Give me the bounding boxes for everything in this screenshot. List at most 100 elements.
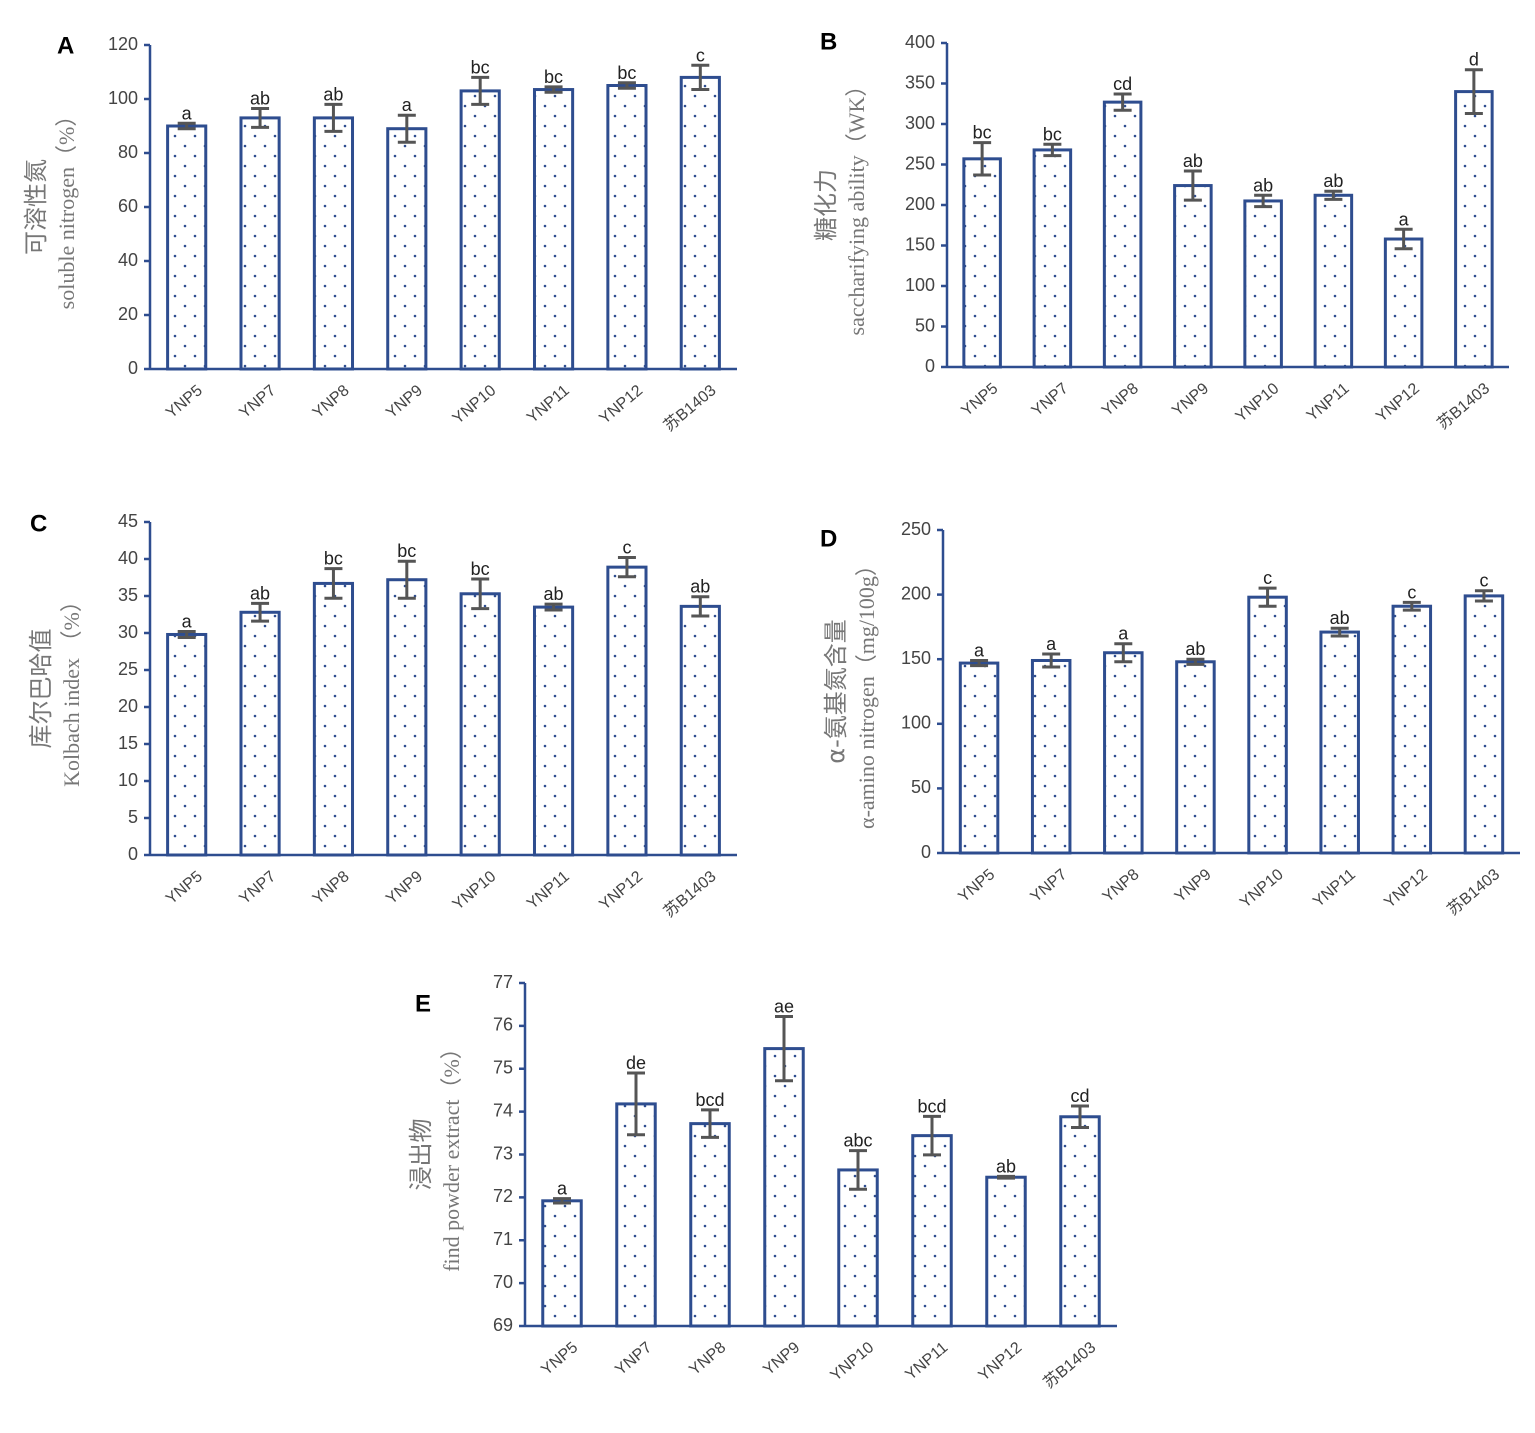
bar-group: cd 苏B1403 (1040, 1086, 1101, 1392)
bar (541, 1199, 583, 1328)
y-tick-label: 0 (921, 842, 931, 862)
panel-a: A 0 20 40 60 80 100 120 a YNP5 ab YNP7 ab YNP8 a YNP9 bc… (22, 32, 737, 435)
bar-group: ab YNP7 (236, 88, 281, 422)
y-tick-label: 40 (118, 548, 138, 568)
bar-group: c YNP12 (1381, 582, 1433, 912)
category-label: YNP12 (596, 868, 646, 914)
category-label: YNP5 (163, 868, 206, 908)
y-axis-title-en: saccharifying ability（WK） (844, 75, 869, 336)
y-axis-title-cn: 库尔巴哈值 (27, 629, 55, 749)
category-label: YNP11 (1304, 380, 1353, 425)
category-label: YNP12 (596, 382, 646, 428)
y-tick-label: 5 (128, 807, 138, 827)
y-tick-label: 0 (128, 358, 138, 378)
y-tick-label: 250 (901, 519, 931, 539)
category-label: YNP8 (310, 382, 353, 422)
y-tick-label: 70 (493, 1272, 513, 1292)
bar-group: ab YNP12 (975, 1156, 1027, 1385)
bar-group: ab YNP11 (1304, 171, 1354, 425)
bar-group: c YNP12 (596, 538, 648, 914)
y-tick-label: 72 (493, 1186, 513, 1206)
y-tick-label: 73 (493, 1143, 513, 1163)
bar-group: c 苏B1403 (1444, 571, 1505, 919)
significance-label: bc (471, 559, 490, 579)
y-tick-label: 45 (118, 511, 138, 531)
bar (1463, 594, 1505, 855)
y-tick-label: 100 (905, 275, 935, 295)
significance-label: ab (323, 84, 343, 104)
y-tick-label: 25 (118, 659, 138, 679)
y-tick-label: 10 (118, 770, 138, 790)
significance-label: ab (996, 1156, 1016, 1176)
category-label: YNP7 (236, 868, 279, 908)
significance-label: ae (774, 996, 794, 1016)
y-axis-title-en: α-amino nitrogen（mg/100g） (854, 554, 879, 829)
bar (459, 592, 501, 857)
significance-label: bc (324, 549, 343, 569)
y-axis-title-en: soluble nitrogen（%） (54, 105, 79, 310)
bar (1175, 660, 1216, 855)
significance-label: a (1118, 624, 1129, 644)
panels-group: A020406080100120aYNP5abYNP7abYNP8aYNP9bc… (22, 28, 1520, 1392)
bar (679, 75, 721, 371)
significance-label: bc (973, 123, 992, 143)
y-axis-title-cn: 浸出物 (407, 1119, 435, 1191)
bar (459, 89, 501, 371)
significance-label: ab (1323, 171, 1343, 191)
y-tick-label: 0 (128, 844, 138, 864)
panel-letter: C (30, 510, 47, 537)
bar-group: ab YNP7 (236, 583, 281, 908)
bar (166, 124, 208, 371)
bar-group: c YNP10 (1237, 568, 1288, 912)
y-tick-label: 69 (493, 1315, 513, 1335)
y-tick-label: 74 (493, 1100, 513, 1120)
bar-group: bc YNP12 (596, 63, 648, 428)
bar-group: c 苏B1403 (660, 45, 721, 435)
bar (763, 1047, 805, 1328)
significance-label: ab (544, 584, 564, 604)
category-label: YNP9 (383, 868, 426, 908)
category-label: YNP12 (1373, 380, 1423, 426)
bar (911, 1134, 953, 1328)
y-tick-label: 0 (925, 356, 935, 376)
significance-label: bcd (917, 1096, 946, 1116)
panel-letter: B (820, 28, 837, 55)
bar-group: a YNP5 (955, 640, 1000, 906)
bar (1391, 604, 1433, 855)
panel-letter: A (57, 32, 74, 59)
significance-label: c (622, 538, 631, 558)
bar-group: a YNP7 (1028, 634, 1072, 906)
y-tick-label: 120 (108, 34, 138, 54)
y-axis-title-cn: α-氨基氮含量 (822, 619, 850, 763)
bar-group: bcd YNP8 (686, 1090, 731, 1379)
significance-label: cd (1113, 74, 1132, 94)
significance-label: ab (1330, 608, 1350, 628)
significance-label: c (1263, 568, 1272, 588)
y-tick-label: 71 (493, 1229, 513, 1249)
y-tick-label: 400 (905, 32, 935, 52)
bar-group: ab YNP9 (1172, 639, 1216, 906)
y-tick-label: 30 (118, 622, 138, 642)
bar (679, 604, 721, 857)
category-label: YNP7 (236, 382, 279, 422)
y-tick-label: 76 (493, 1015, 513, 1035)
significance-label: a (182, 103, 193, 123)
bar (1319, 630, 1360, 855)
bar (1103, 651, 1144, 855)
bar (1247, 595, 1288, 855)
y-axis-title-cn: 糖化力 (812, 169, 840, 241)
significance-label: c (1479, 571, 1488, 591)
bar-group: ab YNP9 (1169, 151, 1213, 420)
category-label: YNP8 (1099, 380, 1142, 420)
bar (837, 1168, 879, 1328)
significance-label: a (402, 95, 413, 115)
bar (1454, 90, 1494, 369)
y-tick-label: 80 (118, 142, 138, 162)
bar (1102, 100, 1143, 369)
y-tick-label: 75 (493, 1058, 513, 1078)
significance-label: abc (843, 1131, 872, 1151)
y-tick-label: 50 (911, 777, 931, 797)
y-tick-label: 20 (118, 304, 138, 324)
category-label: YNP12 (975, 1339, 1025, 1385)
y-tick-label: 100 (108, 88, 138, 108)
